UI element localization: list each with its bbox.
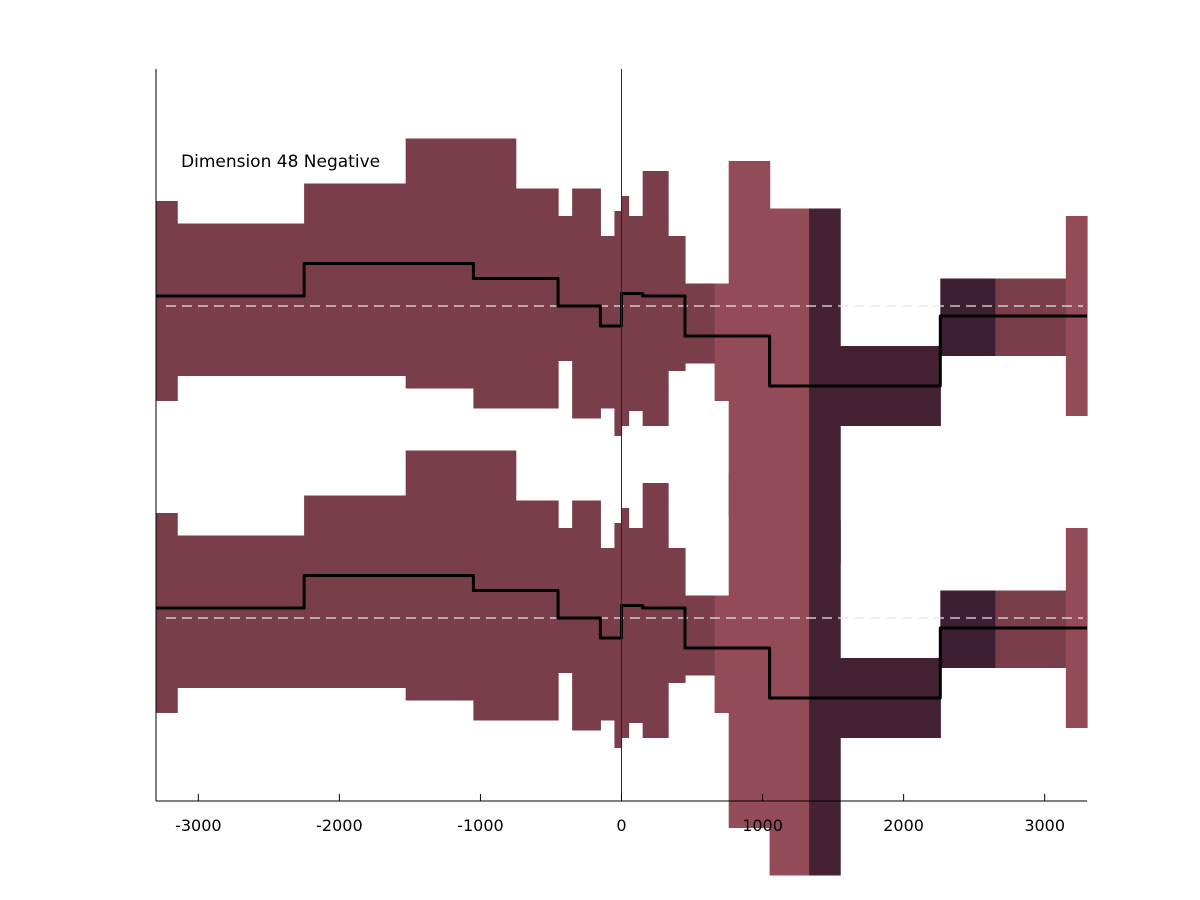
band-segment (714, 283, 730, 401)
band-segment (473, 450, 517, 721)
panels-group (156, 138, 1088, 876)
x-tick-label: 3000 (1024, 816, 1065, 835)
band-segment (304, 495, 407, 688)
band-segment (714, 595, 730, 713)
x-tick-label: 0 (616, 816, 626, 835)
band-segment (728, 161, 771, 516)
band-segment (668, 236, 686, 371)
band-segment (614, 211, 623, 436)
band-segment (515, 188, 559, 409)
band-segment (572, 188, 601, 419)
mean-step-line (156, 262, 1087, 388)
x-tick-label: -1000 (457, 816, 504, 835)
x-tick-label: -2000 (316, 816, 363, 835)
band-segment (728, 473, 771, 828)
band-segment (156, 513, 178, 713)
band-segment (156, 201, 178, 401)
x-tick-label: -3000 (175, 816, 222, 835)
x-ticks-group: -3000 -2000 -1000 0 1000 2000 3000 (175, 794, 1065, 835)
band-segment (668, 548, 686, 683)
panel-1 (156, 138, 1088, 564)
band-segment (304, 183, 407, 376)
annotation-label: Dimension 48 Negative (181, 152, 380, 172)
band-segment (614, 523, 623, 748)
band-segment (628, 216, 644, 411)
band-segment (600, 236, 616, 409)
band-segment (600, 548, 616, 721)
band-segment (642, 483, 669, 738)
band-segment (177, 223, 305, 376)
band-segment (642, 171, 669, 426)
band-segment (572, 500, 601, 731)
band-segment (558, 528, 573, 673)
band-segment (473, 138, 517, 409)
band-segment (621, 196, 630, 426)
mean-step-line (156, 574, 1087, 700)
band-segment (684, 595, 716, 676)
band-segment (628, 528, 644, 723)
x-tick-label: 1000 (742, 816, 783, 835)
band-segment (177, 535, 305, 688)
band-segment (621, 508, 630, 738)
panel-2 (156, 450, 1088, 876)
band-segment (558, 216, 573, 361)
band-segment (684, 283, 716, 364)
band-segment (515, 500, 559, 721)
x-tick-label: 2000 (883, 816, 924, 835)
